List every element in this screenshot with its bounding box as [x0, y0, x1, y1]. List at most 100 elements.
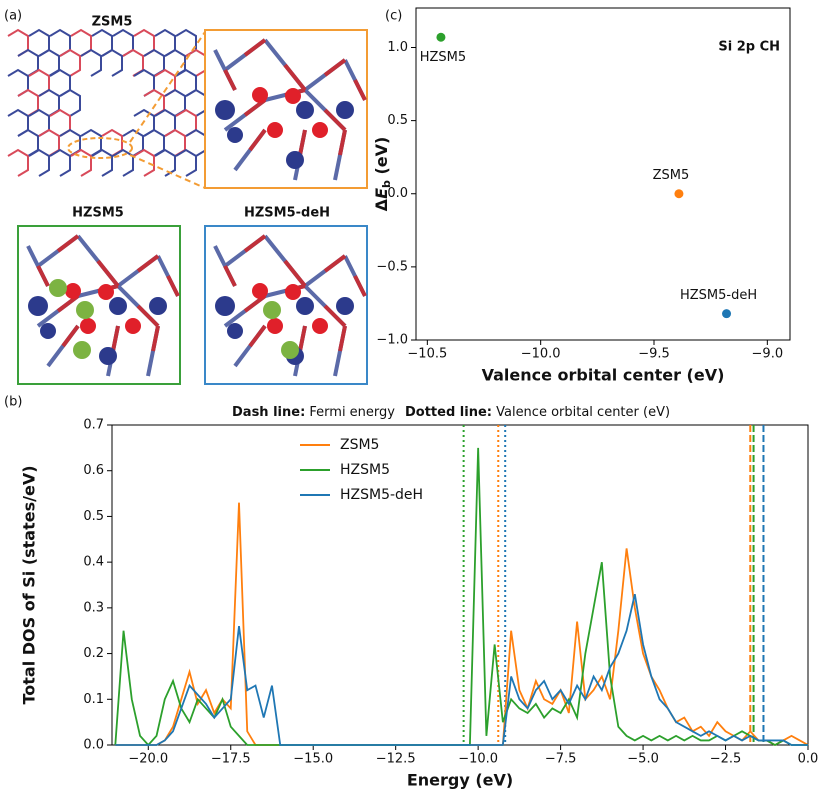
atom [49, 279, 67, 297]
x-tick-label: −10.5 [407, 347, 447, 362]
y-tick-label: 0.0 [83, 738, 104, 753]
bond [323, 304, 347, 328]
y-axis-label: Total DOS of Si (states/eV) [20, 465, 39, 704]
y-axis-label-part: E [372, 188, 391, 199]
x-tick-label: −2.5 [710, 752, 742, 767]
atom [73, 341, 91, 359]
x-tick-label: −5.0 [627, 752, 659, 767]
atom [99, 347, 117, 365]
point-label: ZSM5 [653, 168, 690, 183]
structure-title: HZSM5-deH [244, 206, 330, 221]
x-tick-label: −7.5 [545, 752, 577, 767]
panel-label: (b) [4, 395, 22, 410]
legend-label: HZSM5-deH [340, 487, 423, 503]
atom [215, 100, 235, 120]
bond [298, 325, 307, 352]
plot-frame [415, 7, 791, 341]
bond [353, 275, 367, 297]
atom [125, 318, 141, 334]
x-axis-label: Energy (eV) [407, 771, 513, 790]
legend-label: ZSM5 [340, 437, 379, 453]
atom [285, 88, 301, 104]
panel-a: (a) ZSM5 HZSM5 HZSM5-deH [4, 9, 368, 385]
bond [166, 275, 180, 297]
point [674, 189, 684, 199]
bond [243, 38, 267, 57]
bond [56, 234, 80, 253]
point-label: HZSM5-deH [680, 288, 757, 303]
bond [36, 265, 50, 287]
bond [175, 148, 197, 177]
annotation-text: Fermi energy [305, 405, 395, 420]
atom [267, 318, 283, 334]
y-tick-label: 0.4 [83, 555, 104, 570]
atom [40, 323, 56, 339]
atom [286, 151, 304, 169]
legend-label: HZSM5 [340, 462, 390, 478]
atom [252, 87, 268, 103]
zoom-image [204, 225, 368, 385]
y-tick-label: 1.0 [387, 40, 408, 55]
bond [91, 148, 113, 177]
highlight [67, 137, 133, 159]
x-tick-label: −9.5 [638, 347, 670, 362]
point-label: HZSM5 [420, 50, 466, 65]
x-tick-label: −15.0 [293, 752, 333, 767]
bond [59, 88, 81, 117]
atom [336, 101, 354, 119]
panel-label: (c) [385, 9, 402, 24]
bond [49, 148, 71, 177]
y-tick-label: 0.5 [83, 509, 104, 524]
bond [136, 254, 160, 273]
dos-line [114, 447, 808, 747]
bond [111, 325, 120, 352]
y-tick-label: 0.7 [83, 418, 104, 433]
annotation: Dash line: Fermi energy Dotted line: Vale… [232, 405, 670, 420]
y-axis-label-part: b [380, 180, 393, 188]
bond [338, 129, 347, 156]
bond [28, 148, 50, 177]
atom [227, 323, 243, 339]
x-tick-label: 0.0 [798, 752, 819, 767]
atom [267, 122, 283, 138]
x-tick-label: −10.0 [458, 752, 498, 767]
dos-line [115, 593, 808, 746]
bond [154, 148, 176, 177]
atom [263, 301, 281, 319]
atom [296, 297, 314, 315]
zoom-image [204, 29, 368, 189]
bond [353, 79, 367, 101]
bond [112, 148, 134, 177]
bond [323, 108, 347, 132]
y-tick-label: −1.0 [376, 333, 408, 348]
bond [96, 259, 120, 288]
atom [98, 284, 114, 300]
atom [28, 296, 48, 316]
bond [59, 48, 81, 77]
bond [133, 148, 155, 177]
point [436, 32, 446, 42]
bond [101, 48, 123, 77]
x-tick-label: −12.5 [376, 752, 416, 767]
bond [61, 324, 80, 348]
y-tick-label: 0.2 [83, 646, 104, 661]
y-axis-label-part: Δ [372, 198, 391, 211]
bond [243, 234, 267, 253]
atom [252, 283, 268, 299]
framework-image [7, 28, 207, 177]
atom [285, 284, 301, 300]
x-tick-label: −9.0 [752, 347, 784, 362]
y-tick-label: 0.6 [83, 463, 104, 478]
atom [215, 296, 235, 316]
atom [76, 301, 94, 319]
bond [223, 265, 237, 287]
atom [80, 318, 96, 334]
structure-title: ZSM5 [92, 15, 133, 30]
bond [151, 325, 160, 352]
structure-title: HZSM5 [72, 206, 124, 221]
y-tick-label: 0.5 [387, 113, 408, 128]
x-tick-label: −20.0 [128, 752, 168, 767]
bond [248, 128, 267, 152]
atom [227, 127, 243, 143]
